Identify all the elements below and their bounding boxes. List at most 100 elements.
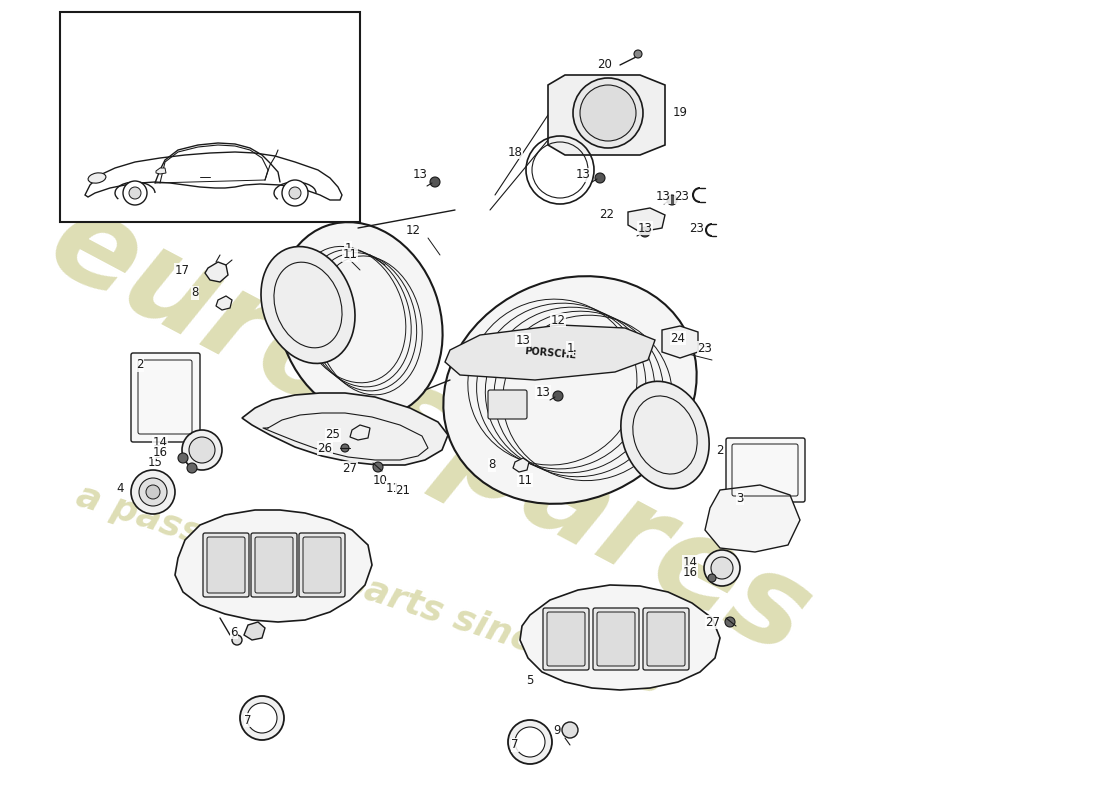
Circle shape: [182, 430, 222, 470]
Text: 23: 23: [697, 342, 713, 354]
Text: 2: 2: [136, 358, 144, 371]
Polygon shape: [350, 425, 370, 440]
Circle shape: [248, 703, 277, 733]
Text: 11: 11: [342, 249, 358, 262]
Ellipse shape: [261, 246, 355, 363]
Circle shape: [131, 470, 175, 514]
Circle shape: [634, 50, 642, 58]
Circle shape: [178, 453, 188, 463]
Text: a passion for parts since 1985: a passion for parts since 1985: [73, 478, 668, 702]
Text: 13: 13: [516, 334, 530, 346]
Circle shape: [580, 85, 636, 141]
Text: 16: 16: [153, 446, 167, 458]
Text: 17: 17: [175, 263, 189, 277]
Polygon shape: [330, 420, 440, 450]
Text: 1: 1: [566, 342, 574, 354]
FancyBboxPatch shape: [593, 608, 639, 670]
FancyBboxPatch shape: [547, 612, 585, 666]
Text: 23: 23: [674, 190, 690, 203]
FancyBboxPatch shape: [204, 533, 249, 597]
Text: 27: 27: [342, 462, 358, 474]
Circle shape: [129, 187, 141, 199]
FancyBboxPatch shape: [251, 533, 297, 597]
Text: 14: 14: [153, 435, 167, 449]
Text: euro-spares: euro-spares: [30, 179, 830, 681]
Text: 7: 7: [512, 738, 519, 751]
Text: 13: 13: [412, 169, 428, 182]
Polygon shape: [628, 208, 666, 232]
Text: 3: 3: [736, 491, 744, 505]
Circle shape: [373, 462, 383, 472]
Text: 15: 15: [147, 455, 163, 469]
Circle shape: [289, 187, 301, 199]
Text: 1: 1: [344, 242, 352, 254]
Circle shape: [640, 227, 650, 237]
Circle shape: [667, 195, 676, 205]
Text: 11: 11: [517, 474, 532, 486]
Circle shape: [562, 722, 578, 738]
Text: 11: 11: [385, 482, 400, 494]
Text: 22: 22: [600, 209, 615, 222]
Text: 20: 20: [597, 58, 613, 71]
Text: 5: 5: [526, 674, 534, 686]
Circle shape: [725, 617, 735, 627]
Bar: [60, 12, 360, 222]
Polygon shape: [242, 393, 448, 465]
FancyBboxPatch shape: [597, 612, 635, 666]
Text: 12: 12: [550, 314, 565, 326]
FancyBboxPatch shape: [299, 533, 345, 597]
Polygon shape: [156, 168, 166, 174]
Circle shape: [123, 181, 147, 205]
FancyBboxPatch shape: [255, 537, 293, 593]
Circle shape: [232, 635, 242, 645]
Circle shape: [711, 557, 733, 579]
Text: 6: 6: [230, 626, 238, 638]
Text: 13: 13: [638, 222, 652, 234]
FancyBboxPatch shape: [131, 353, 200, 442]
FancyBboxPatch shape: [207, 537, 245, 593]
Polygon shape: [520, 585, 720, 690]
FancyBboxPatch shape: [488, 390, 527, 419]
Text: 8: 8: [191, 286, 199, 299]
Circle shape: [595, 173, 605, 183]
FancyBboxPatch shape: [647, 612, 685, 666]
Circle shape: [187, 463, 197, 473]
Text: 23: 23: [690, 222, 704, 234]
Text: PORSCHE: PORSCHE: [524, 346, 576, 360]
Polygon shape: [175, 510, 372, 622]
Text: 25: 25: [326, 429, 340, 442]
FancyBboxPatch shape: [644, 608, 689, 670]
Circle shape: [430, 177, 440, 187]
Circle shape: [189, 437, 214, 463]
Text: 2: 2: [716, 443, 724, 457]
Circle shape: [553, 391, 563, 401]
Circle shape: [146, 485, 160, 499]
FancyBboxPatch shape: [302, 537, 341, 593]
Text: 13: 13: [656, 190, 670, 203]
Polygon shape: [216, 296, 232, 310]
Text: 12: 12: [406, 223, 420, 237]
Text: 7: 7: [244, 714, 252, 726]
Polygon shape: [705, 485, 800, 552]
Text: 9: 9: [553, 723, 561, 737]
Text: 13: 13: [575, 169, 591, 182]
Text: 18: 18: [507, 146, 522, 158]
Text: 14: 14: [682, 555, 697, 569]
Polygon shape: [244, 622, 265, 640]
Text: 13: 13: [536, 386, 550, 398]
Text: 10: 10: [373, 474, 387, 486]
Circle shape: [573, 78, 644, 148]
Circle shape: [139, 478, 167, 506]
Circle shape: [341, 444, 349, 452]
Polygon shape: [548, 75, 666, 155]
Polygon shape: [662, 326, 698, 358]
FancyBboxPatch shape: [543, 608, 588, 670]
Polygon shape: [513, 458, 529, 472]
Text: 27: 27: [705, 615, 720, 629]
Circle shape: [515, 727, 544, 757]
Polygon shape: [205, 262, 228, 282]
Ellipse shape: [88, 173, 106, 183]
Polygon shape: [446, 325, 654, 380]
Text: 16: 16: [682, 566, 697, 578]
Circle shape: [708, 574, 716, 582]
